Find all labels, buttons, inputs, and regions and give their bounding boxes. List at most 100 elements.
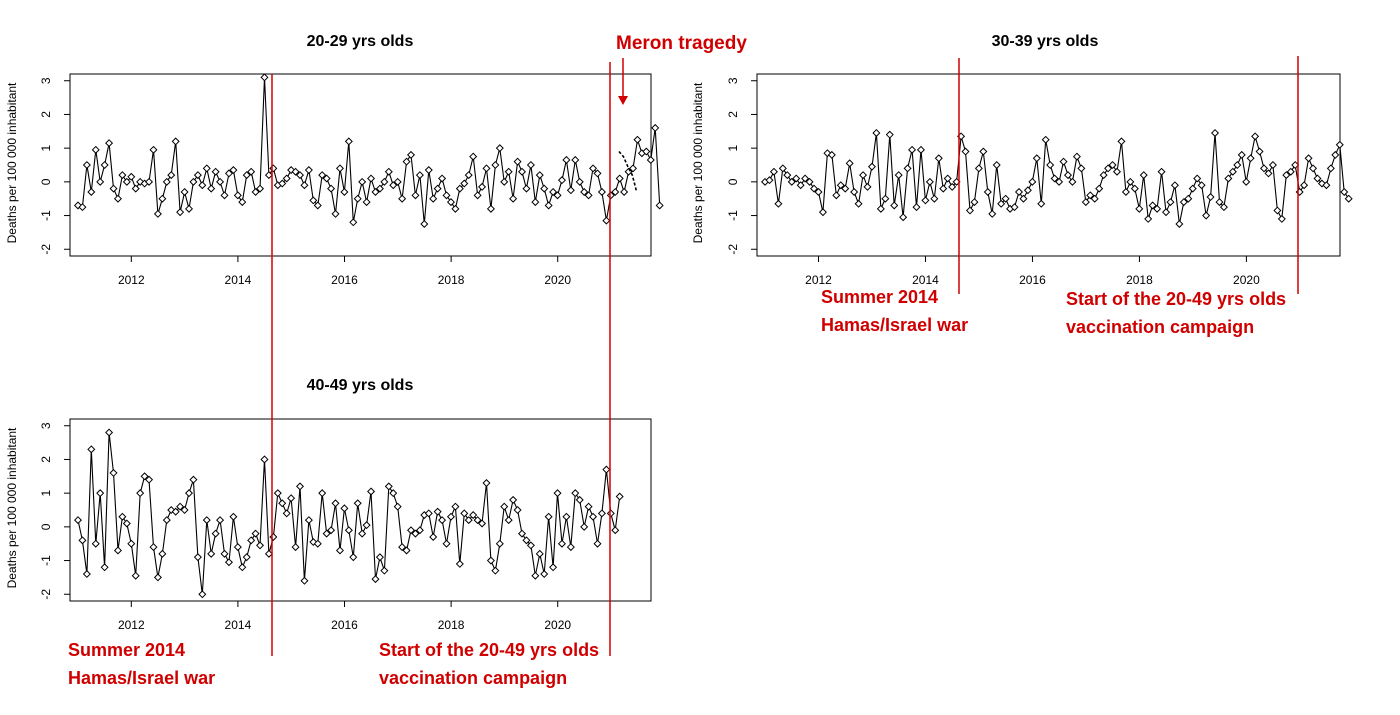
data-point xyxy=(242,171,251,180)
data-point xyxy=(557,176,566,185)
data-point xyxy=(127,172,136,181)
data-point xyxy=(136,177,145,186)
data-point xyxy=(295,171,305,180)
data-point xyxy=(189,177,198,186)
data-point xyxy=(903,164,912,173)
y-tick-label: 3 xyxy=(39,77,53,84)
data-point xyxy=(1162,208,1171,217)
data-point xyxy=(1193,174,1202,183)
data-point xyxy=(220,549,229,558)
data-point xyxy=(478,182,487,191)
data-point xyxy=(446,512,455,521)
data-point xyxy=(930,194,939,203)
data-point xyxy=(327,184,336,193)
data-point xyxy=(961,147,970,156)
data-point xyxy=(446,198,455,207)
data-point xyxy=(393,177,402,186)
data-point xyxy=(1246,154,1255,163)
data-point xyxy=(247,167,256,176)
data-point xyxy=(136,489,145,498)
data-point xyxy=(1130,184,1139,193)
data-point xyxy=(331,499,340,508)
data-point xyxy=(82,160,91,170)
data-point xyxy=(491,160,500,170)
data-point xyxy=(358,529,367,538)
data-point xyxy=(827,150,836,159)
data-point xyxy=(593,539,602,548)
data-point xyxy=(198,590,207,599)
data-point xyxy=(1317,179,1326,188)
data-point xyxy=(867,162,876,171)
data-point xyxy=(469,511,478,520)
data-point xyxy=(1108,160,1117,170)
data-point xyxy=(1322,181,1331,190)
data-point xyxy=(890,201,899,210)
data-point xyxy=(158,549,167,558)
data-point xyxy=(836,181,845,190)
data-point xyxy=(571,155,580,164)
panel-30-39: -2 -1 0 1 2 3 2012 2014 2016 2018 2020 xyxy=(726,73,1353,287)
x-tick-label: 2018 xyxy=(438,273,465,287)
data-point xyxy=(611,526,620,535)
data-point xyxy=(149,543,158,552)
data-point xyxy=(1046,160,1055,170)
data-point xyxy=(193,171,202,180)
data-point xyxy=(411,191,420,200)
data-point xyxy=(1139,171,1148,180)
data-point xyxy=(180,187,189,196)
data-point xyxy=(438,516,447,525)
data-point xyxy=(1032,154,1041,163)
data-point xyxy=(553,191,562,200)
data-point xyxy=(327,526,336,535)
data-point xyxy=(309,196,318,205)
data-point xyxy=(872,128,881,137)
data-point xyxy=(787,177,796,186)
data-point xyxy=(389,489,398,498)
data-point xyxy=(96,177,105,186)
y-tick-label: -1 xyxy=(39,210,53,221)
data-point xyxy=(87,445,96,454)
data-point xyxy=(260,73,269,82)
annotation-vacc-panel2-line1: Start of the 20-49 yrs olds xyxy=(1066,289,1286,309)
data-point xyxy=(894,171,903,180)
data-point xyxy=(269,532,278,541)
y-tick-label: -2 xyxy=(39,244,53,255)
y-tick-label: -2 xyxy=(39,589,53,600)
y-tick-label: 1 xyxy=(39,144,53,151)
series-line xyxy=(77,432,621,595)
y-tick-label: 2 xyxy=(39,456,53,463)
data-point xyxy=(247,536,256,545)
data-point xyxy=(1206,193,1215,202)
data-point xyxy=(988,209,997,218)
data-point xyxy=(1028,177,1037,186)
data-point xyxy=(1344,194,1353,203)
data-point xyxy=(353,499,362,508)
data-point xyxy=(118,171,127,180)
data-point xyxy=(765,176,774,185)
data-point xyxy=(438,174,447,183)
data-point xyxy=(318,489,327,498)
data-point xyxy=(211,167,220,176)
data-point xyxy=(91,539,100,548)
data-point xyxy=(362,521,371,530)
data-point xyxy=(1268,160,1277,170)
data-point xyxy=(282,174,291,183)
plot-frame xyxy=(69,73,652,257)
data-point xyxy=(460,179,469,188)
data-point xyxy=(992,160,1001,170)
y-tick-label: 0 xyxy=(39,523,53,530)
data-point xyxy=(655,201,664,210)
annotation-vacc-line1: Start of the 20-49 yrs olds xyxy=(379,640,599,660)
y-tick-label: 3 xyxy=(726,77,740,84)
data-point xyxy=(518,529,527,538)
data-point xyxy=(1077,164,1086,173)
data-point xyxy=(495,144,504,153)
data-point xyxy=(202,164,211,173)
data-point xyxy=(260,455,269,464)
data-point xyxy=(1242,177,1251,186)
data-point xyxy=(433,507,442,516)
panel-40-49: -2 -1 0 1 2 3 2012 2014 2016 2018 2020 xyxy=(39,418,652,632)
data-point xyxy=(1304,154,1313,163)
data-point xyxy=(939,184,948,193)
data-point xyxy=(531,198,540,207)
